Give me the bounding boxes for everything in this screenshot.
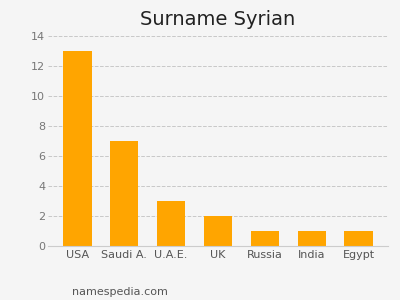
Bar <box>64 51 92 246</box>
Bar <box>344 231 372 246</box>
Text: namespedia.com: namespedia.com <box>72 287 168 297</box>
Bar <box>110 141 138 246</box>
Bar <box>298 231 326 246</box>
Bar <box>251 231 279 246</box>
Bar <box>157 201 185 246</box>
Bar <box>204 216 232 246</box>
Title: Surname Syrian: Surname Syrian <box>140 10 296 29</box>
